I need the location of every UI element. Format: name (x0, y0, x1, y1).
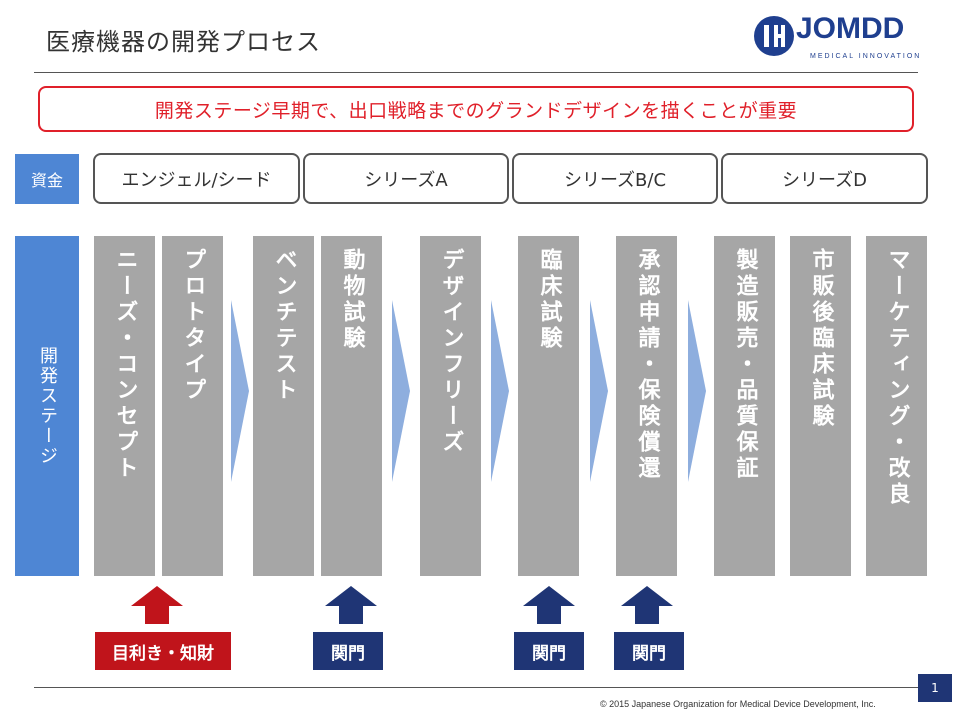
stage-clinical-trial: 臨床試験 (518, 236, 579, 576)
stage-prototype: プロトタイプ (162, 236, 223, 576)
copyright-notice: © 2015 Japanese Organization for Medical… (600, 699, 876, 709)
stage-text: プロトタイプ (180, 248, 206, 404)
stage-marketing-improvement: マーケティング・改良 (866, 236, 927, 576)
title-divider (34, 72, 918, 73)
stage-design-freeze: デザインフリーズ (420, 236, 481, 576)
stage-label: 開発ステージ (15, 236, 79, 576)
funding-round-angel-seed: エンジェル/シード (93, 153, 300, 204)
arrow-up-icon (325, 586, 377, 624)
stage-text: 承認申請・保険償還 (634, 248, 660, 482)
stage-needs-concept: ニーズ・コンセプト (94, 236, 155, 576)
stage-text: 製造販売・品質保証 (732, 248, 758, 482)
stage-text: デザインフリーズ (438, 248, 464, 456)
chevron-right-icon (491, 300, 509, 482)
chevron-right-icon (590, 300, 608, 482)
stage-manufacturing-qa: 製造販売・品質保証 (714, 236, 775, 576)
arrow-up-icon (523, 586, 575, 624)
chevron-right-icon (392, 300, 410, 482)
jomdd-logo (754, 16, 794, 56)
page-number: 1 (918, 674, 952, 702)
key-message-banner: 開発ステージ早期で、出口戦略までのグランドデザインを描くことが重要 (38, 86, 914, 132)
funding-round-series-a: シリーズA (303, 153, 509, 204)
stage-animal-test: 動物試験 (321, 236, 382, 576)
funding-round-series-d: シリーズD (721, 153, 928, 204)
gate-label-evaluation-ip: 目利き・知財 (95, 632, 231, 670)
stage-text: ベンチテスト (271, 248, 297, 404)
gate-label: 関門 (514, 632, 584, 670)
page-title: 医療機器の開発プロセス (46, 28, 321, 56)
funding-label: 資金 (15, 154, 79, 204)
logo-tagline: MEDICAL INNOVATION (810, 53, 922, 60)
logo-wordmark: JOMDD (796, 12, 905, 45)
stage-text: 臨床試験 (536, 248, 562, 352)
funding-round-series-bc: シリーズB/C (512, 153, 718, 204)
arrow-up-icon (131, 586, 183, 624)
stage-post-market-trial: 市販後臨床試験 (790, 236, 851, 576)
gate-label: 関門 (614, 632, 684, 670)
stage-text: ニーズ・コンセプト (112, 248, 138, 482)
arrow-up-icon (621, 586, 673, 624)
stage-bench-test: ベンチテスト (253, 236, 314, 576)
stage-text: 市販後臨床試験 (808, 248, 834, 430)
stage-approval-reimbursement: 承認申請・保険償還 (616, 236, 677, 576)
stage-text: マーケティング・改良 (884, 248, 910, 508)
footer-divider (34, 687, 918, 688)
gate-label: 関門 (313, 632, 383, 670)
chevron-right-icon (231, 300, 249, 482)
chevron-right-icon (688, 300, 706, 482)
stage-text: 動物試験 (339, 248, 365, 352)
